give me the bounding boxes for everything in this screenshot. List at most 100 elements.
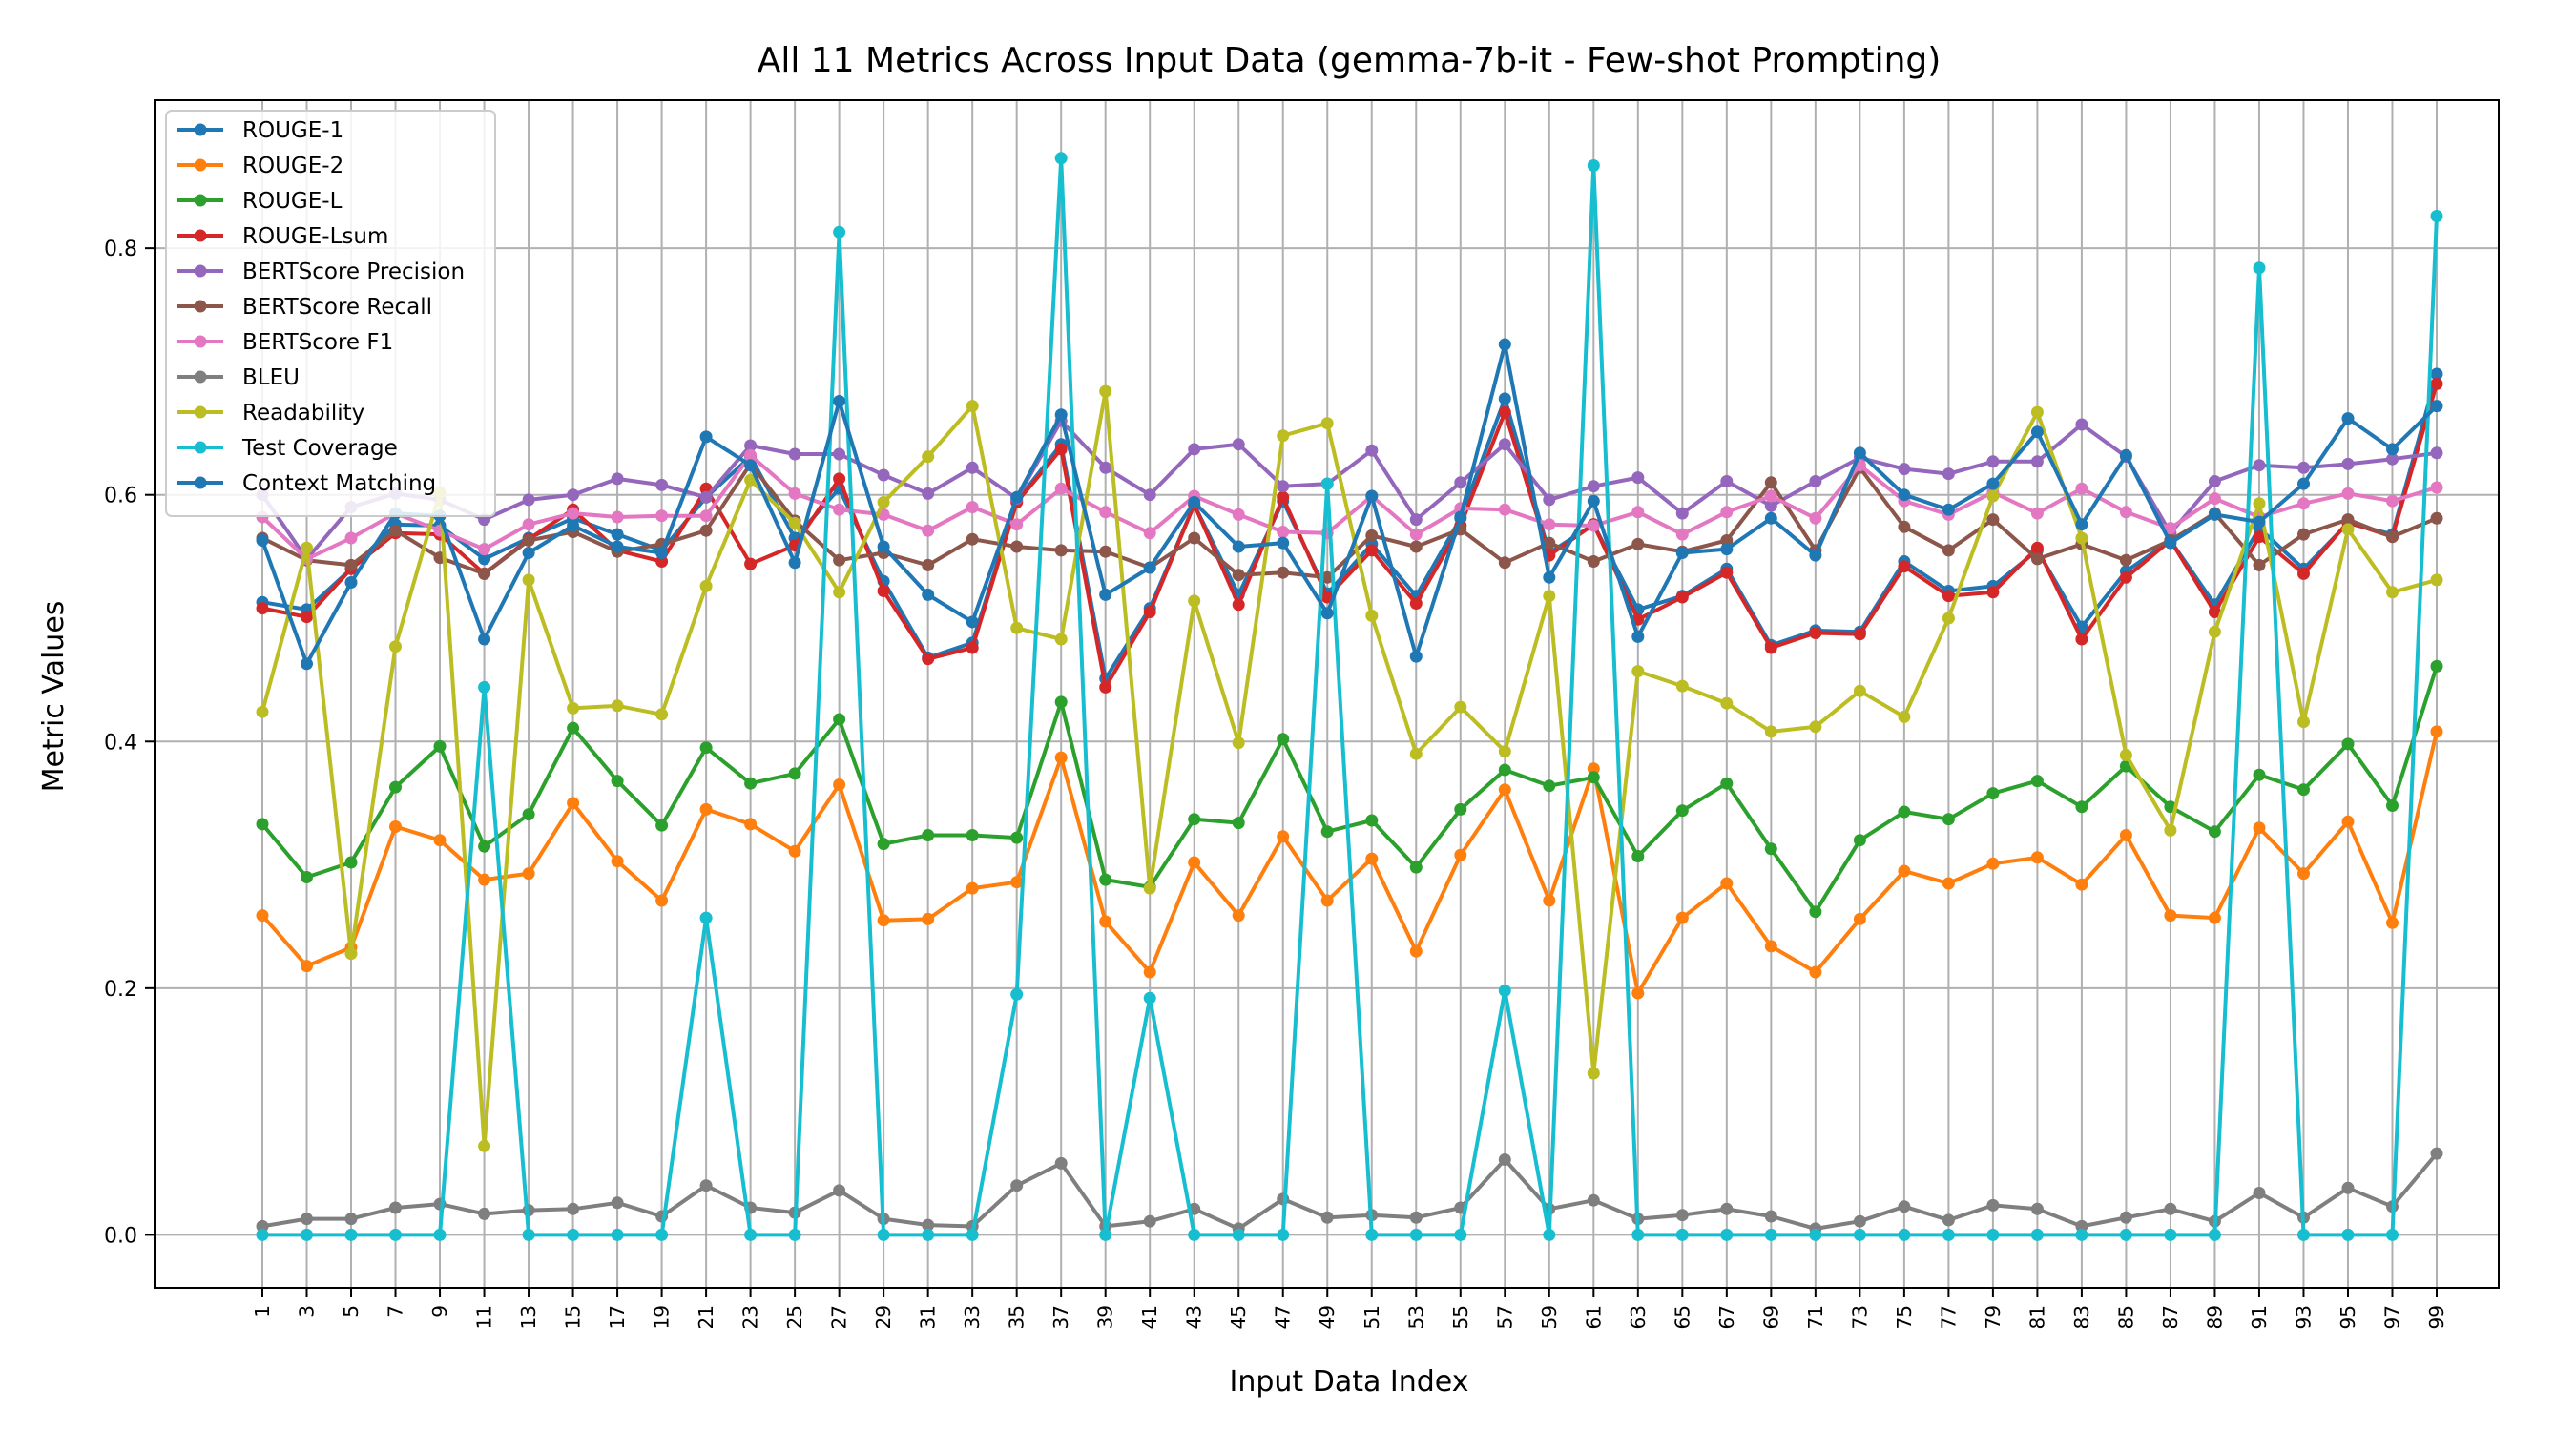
data-point	[522, 1228, 535, 1241]
data-point	[2119, 570, 2132, 584]
x-tick-label: 93	[2292, 1305, 2315, 1329]
x-tick-label: 11	[473, 1305, 496, 1329]
data-point	[2386, 916, 2399, 929]
data-point	[1498, 1153, 1511, 1166]
data-point	[2386, 443, 2399, 456]
data-point	[1898, 560, 1911, 573]
data-point	[1764, 940, 1777, 953]
data-point	[1764, 511, 1777, 525]
x-tick-label: 69	[1759, 1305, 1782, 1329]
data-point	[611, 699, 624, 713]
data-point	[1543, 518, 1556, 531]
data-point	[1498, 503, 1511, 516]
data-point	[567, 519, 580, 532]
data-point	[1631, 1228, 1645, 1241]
data-point	[877, 1228, 890, 1241]
data-point	[1188, 594, 1201, 608]
data-point	[1232, 736, 1245, 750]
data-point	[611, 528, 624, 541]
data-point	[1764, 489, 1777, 503]
data-point	[1365, 489, 1379, 503]
data-point	[1986, 477, 2000, 490]
data-point	[478, 567, 491, 580]
data-point	[1898, 520, 1911, 533]
data-point	[966, 400, 979, 413]
data-point	[877, 838, 890, 851]
data-point	[2208, 825, 2221, 839]
data-point	[966, 881, 979, 895]
data-point	[2119, 829, 2132, 841]
data-point	[1010, 876, 1024, 889]
data-point	[1942, 1213, 1955, 1227]
data-point	[478, 680, 491, 694]
data-point	[2119, 448, 2132, 462]
data-point	[1099, 461, 1112, 474]
data-point	[699, 490, 713, 504]
data-point	[1143, 561, 1156, 574]
data-point	[567, 797, 580, 810]
data-point	[922, 829, 935, 841]
x-tick-label: 31	[917, 1305, 940, 1329]
series-line	[261, 1151, 2439, 1231]
x-tick-label: 83	[2070, 1305, 2093, 1329]
data-point	[1454, 802, 1467, 816]
x-tick-label: 55	[1449, 1305, 1472, 1329]
data-point	[1898, 805, 1911, 819]
data-point	[256, 818, 269, 831]
data-point	[2430, 400, 2443, 413]
data-point	[1232, 508, 1245, 521]
data-point	[2341, 523, 2355, 536]
data-point	[966, 641, 979, 654]
legend-label: ROUGE-2	[242, 154, 343, 178]
data-point	[1986, 857, 2000, 870]
legend-swatch-marker	[194, 300, 207, 313]
data-point	[611, 1196, 624, 1210]
data-point	[2075, 418, 2088, 431]
data-point	[1277, 830, 1290, 843]
x-tick-label: 53	[1404, 1305, 1427, 1329]
x-tick-label: 77	[1937, 1305, 1960, 1329]
data-point	[1720, 534, 1734, 547]
data-point	[1809, 720, 1822, 734]
data-point	[655, 555, 669, 568]
data-point	[1543, 779, 1556, 793]
data-point	[1054, 482, 1068, 495]
data-point	[1099, 680, 1112, 694]
data-point	[833, 225, 846, 238]
data-point	[1498, 338, 1511, 351]
data-point	[2341, 1181, 2355, 1194]
data-point	[1232, 909, 1245, 923]
series-7	[256, 1147, 2443, 1235]
data-point	[301, 541, 313, 554]
data-point	[2253, 261, 2266, 275]
data-point	[2164, 1202, 2177, 1215]
data-point	[2430, 659, 2443, 673]
data-point	[833, 553, 846, 567]
x-tick-label: 19	[651, 1305, 674, 1329]
data-point	[744, 818, 758, 831]
data-point	[1631, 537, 1645, 550]
x-tick-label: 7	[384, 1305, 407, 1317]
data-point	[256, 909, 269, 923]
y-axis-label: Metric Values	[37, 601, 71, 793]
data-point	[2341, 1228, 2355, 1241]
data-point	[922, 588, 935, 601]
data-point	[256, 602, 269, 615]
data-point	[1054, 408, 1068, 422]
data-point	[655, 478, 669, 491]
data-point	[522, 534, 535, 547]
data-point	[1587, 762, 1600, 776]
data-point	[1498, 392, 1511, 405]
data-point	[1543, 570, 1556, 584]
data-point	[567, 721, 580, 735]
data-point	[2164, 522, 2177, 535]
data-point	[1099, 506, 1112, 519]
data-point	[611, 1228, 624, 1241]
data-point	[655, 708, 669, 721]
data-point	[744, 777, 758, 790]
data-point	[1942, 544, 1955, 557]
data-point	[2297, 783, 2310, 797]
data-point	[1720, 1202, 1734, 1215]
data-point	[1986, 1228, 2000, 1241]
